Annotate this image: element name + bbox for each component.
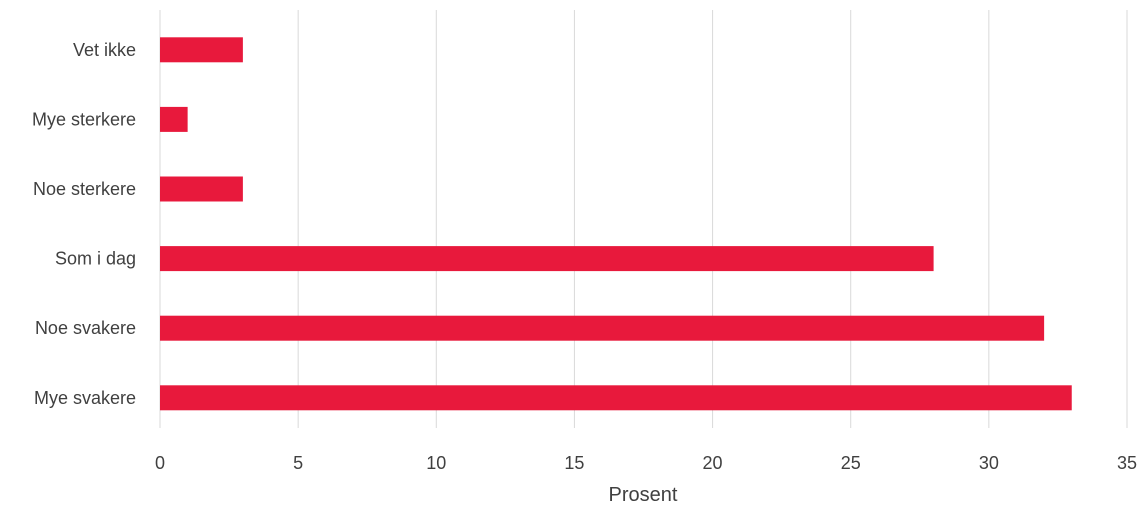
- category-labels: Vet ikke Mye sterkere Noe sterkere Som i da…: [32, 40, 136, 408]
- x-tick-labels: 0 5 10 15 20 25 30 35: [155, 453, 1137, 473]
- category-label: Noe sterkere: [33, 179, 136, 199]
- x-tick-label: 10: [426, 453, 446, 473]
- category-label: Vet ikke: [73, 40, 136, 60]
- category-label: Noe svakere: [35, 318, 136, 338]
- x-tick-label: 25: [841, 453, 861, 473]
- x-tick-label: 5: [293, 453, 303, 473]
- bar: [160, 246, 934, 272]
- category-label: Som i dag: [55, 249, 136, 269]
- bars: [160, 37, 1072, 411]
- category-label: Mye sterkere: [32, 109, 136, 129]
- x-tick-label: 30: [979, 453, 999, 473]
- bar: [160, 176, 243, 202]
- bar: [160, 385, 1072, 411]
- x-tick-label: 0: [155, 453, 165, 473]
- bar: [160, 37, 243, 63]
- bar: [160, 106, 188, 132]
- x-tick-label: 15: [564, 453, 584, 473]
- category-label: Mye svakere: [34, 388, 136, 408]
- gridlines: [159, 10, 1128, 428]
- x-tick-label: 20: [703, 453, 723, 473]
- bar: [160, 315, 1045, 341]
- x-tick-label: 35: [1117, 453, 1137, 473]
- x-axis-title: Prosent: [609, 484, 678, 506]
